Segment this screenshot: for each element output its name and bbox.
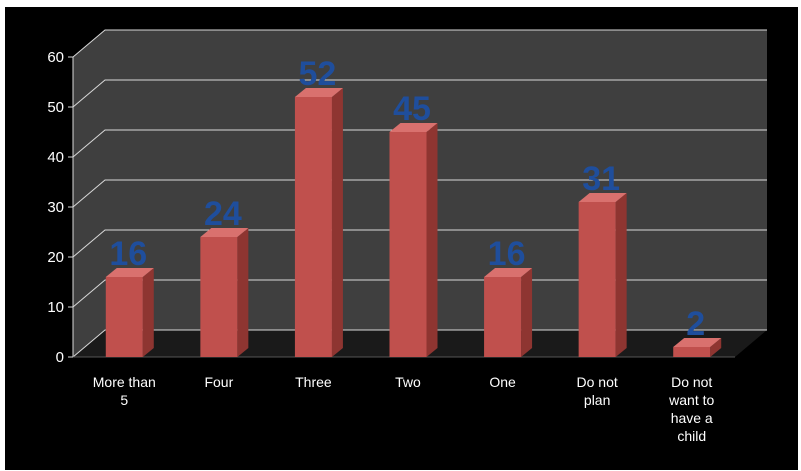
data-label: 52: [299, 55, 337, 93]
chart-frame: 0 10 20 30 40 50 60 16 24 52 45 16 31 2 More than 5 Fo…: [5, 7, 798, 470]
bar-top: [578, 193, 627, 202]
y-tick-label: 10: [47, 299, 64, 316]
y-axis: 0 10 20 30 40 50 60: [47, 49, 735, 366]
y-tick-label: 40: [47, 149, 64, 166]
bar-top: [200, 228, 249, 237]
bar-side: [142, 268, 154, 357]
y-tick-label: 20: [47, 249, 64, 266]
gridline: [72, 329, 767, 358]
bar-top: [484, 268, 533, 277]
bar: [484, 268, 533, 357]
bar: [389, 123, 438, 357]
bar: [294, 88, 343, 357]
x-tick-label-line: Do not: [671, 374, 712, 390]
gridline: [72, 29, 767, 58]
gridlines: [72, 29, 767, 358]
x-tick-label-line: One: [489, 374, 516, 390]
y-tick-label: 60: [47, 49, 64, 66]
bar-front: [200, 237, 238, 357]
bar: [673, 338, 722, 357]
x-tick-label-line: Two: [395, 374, 421, 390]
x-tick-label-line: want to: [668, 392, 714, 408]
bar-front: [673, 347, 711, 357]
bar-front: [578, 202, 616, 357]
bar-side: [710, 338, 722, 357]
bar-chart: 0 10 20 30 40 50 60 16 24 52 45 16 31 2 More than 5 Fo…: [47, 29, 767, 444]
x-tick-label: Two: [395, 374, 421, 390]
bar-side: [331, 88, 343, 357]
x-tick-label-line: Four: [204, 374, 233, 390]
x-tick-label-line: 5: [120, 392, 128, 408]
bar-side: [426, 123, 438, 357]
gridline: [72, 179, 767, 208]
x-tick-label: Do not want to have a child: [668, 374, 714, 444]
data-label: 16: [488, 235, 526, 273]
data-label: 16: [109, 235, 147, 273]
bar-front: [484, 277, 522, 357]
bar: [105, 268, 154, 357]
bar-top: [105, 268, 154, 277]
bar-side: [237, 228, 249, 357]
data-label: 24: [204, 195, 242, 233]
x-tick-label: Three: [295, 374, 332, 390]
x-tick-label-line: More than: [93, 374, 156, 390]
gridline: [72, 129, 767, 158]
bar-top: [294, 88, 343, 97]
x-tick-label-line: Do not: [577, 374, 618, 390]
x-tick-label: Do not plan: [577, 374, 618, 408]
y-tick-label: 30: [47, 199, 64, 216]
x-tick-label-line: Three: [295, 374, 332, 390]
gridline: [72, 229, 767, 258]
y-tick-label: 50: [47, 99, 64, 116]
x-tick-label-line: have a: [671, 410, 713, 426]
data-label: 31: [582, 160, 620, 198]
bar-front: [294, 97, 332, 357]
bar-front: [389, 132, 427, 357]
data-labels: 16 24 52 45 16 31 2: [109, 55, 705, 343]
x-tick-label: Four: [204, 374, 233, 390]
bars: [105, 88, 722, 357]
x-tick-label-line: plan: [584, 392, 610, 408]
x-tick-label: One: [489, 374, 516, 390]
gridline: [72, 279, 767, 308]
bar-side: [521, 268, 533, 357]
bar-top: [673, 338, 722, 347]
x-tick-label-line: child: [677, 428, 706, 444]
data-label: 45: [393, 90, 431, 128]
gridline: [72, 79, 767, 108]
x-tick-label: More than 5: [93, 374, 156, 408]
bar-side: [615, 193, 627, 357]
y-tick-label: 0: [56, 349, 64, 366]
bar-top: [389, 123, 438, 132]
bar-front: [105, 277, 143, 357]
bar: [200, 228, 249, 357]
bar: [578, 193, 627, 357]
data-label: 2: [686, 305, 705, 343]
